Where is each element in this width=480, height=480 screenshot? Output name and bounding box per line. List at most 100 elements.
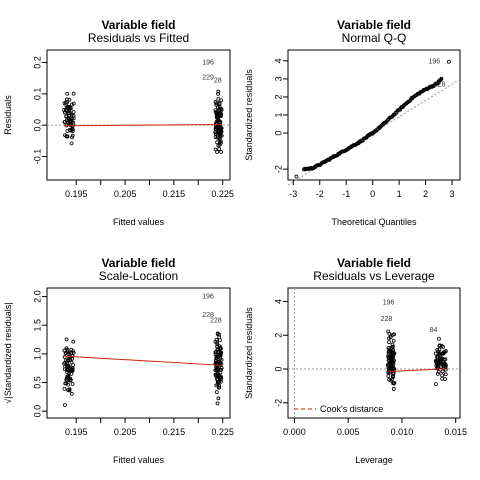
data-point (215, 331, 220, 336)
data-point (215, 347, 220, 352)
data-point (439, 76, 444, 81)
data-point (215, 114, 220, 119)
data-point (213, 108, 218, 113)
y-tick-label: 4 (273, 299, 283, 304)
y-axis: -2 0 2 4 (273, 299, 288, 407)
data-point (71, 110, 76, 114)
y-tick-label: -0.1 (32, 149, 42, 165)
data-point (443, 367, 448, 372)
data-point (442, 357, 447, 362)
x-tick-label: -3 (289, 189, 297, 199)
data-point (66, 363, 71, 368)
y-axis-label: √|Standardized residuals| (3, 302, 13, 403)
x-tick-label: 0.005 (337, 427, 360, 437)
x-tick-label: 0.225 (211, 427, 234, 437)
data-point (62, 108, 67, 112)
y-tick-label: 1.0 (32, 348, 42, 361)
data-point (218, 338, 222, 343)
data-point (219, 126, 223, 130)
data-point (219, 140, 223, 145)
smooth-line (64, 355, 222, 366)
point-label: 84 (430, 327, 438, 334)
data-point (437, 343, 442, 348)
data-point (389, 345, 394, 350)
data-point (218, 113, 223, 118)
data-point (438, 359, 443, 364)
y-tick-label: 2.0 (32, 290, 42, 303)
x-axis-label: Leverage (355, 455, 393, 465)
smooth-line (64, 124, 222, 127)
y-tick-label: 2 (273, 94, 283, 99)
panel-title: Variable field (101, 256, 175, 270)
data-point (387, 349, 392, 354)
data-point (64, 97, 69, 102)
data-point (213, 100, 218, 104)
data-point (438, 354, 442, 359)
point-label: 228 (434, 81, 446, 88)
data-point (398, 107, 402, 112)
panel-subtitle: Residuals vs Leverage (313, 269, 435, 283)
data-point (68, 123, 73, 128)
data-point (63, 351, 68, 356)
panel-title: Variable field (101, 18, 175, 32)
data-point (386, 374, 391, 378)
point-label: 196 (383, 299, 395, 306)
y-axis-label: Residuals (3, 95, 13, 135)
data-point (64, 107, 68, 112)
data-point (69, 141, 74, 146)
data-point (62, 355, 67, 359)
x-tick-label: 0.205 (114, 427, 137, 437)
data-point (214, 383, 219, 388)
data-point (218, 139, 223, 143)
points (62, 89, 224, 154)
point-label: 229 (202, 75, 214, 82)
data-point (68, 106, 73, 111)
data-point (441, 350, 446, 355)
point-label: 196 (202, 60, 214, 67)
data-point (216, 385, 221, 390)
points (386, 329, 448, 391)
y-tick-label: 0.0 (32, 405, 42, 418)
plot-frame (46, 287, 231, 419)
data-point (218, 133, 222, 138)
x-axis: -3 -2 -1 0 1 2 3 (289, 180, 455, 199)
data-point (214, 390, 219, 395)
data-point (433, 382, 438, 387)
data-point (436, 370, 441, 374)
data-point (386, 370, 391, 375)
data-point (71, 350, 76, 355)
data-point (390, 342, 395, 347)
data-point (217, 108, 221, 112)
data-point (213, 147, 218, 152)
data-point (69, 347, 74, 352)
y-axis: -2 0 1 2 3 4 (273, 58, 288, 173)
y-axis-label: Standardized residuals (244, 307, 254, 399)
data-point (215, 401, 220, 406)
x-tick-label: 0.225 (211, 189, 234, 199)
data-point (214, 119, 219, 124)
data-point (71, 91, 76, 96)
data-point (215, 140, 220, 145)
y-tick-label: 2 (273, 333, 283, 338)
data-point (213, 135, 218, 139)
panel-title: Variable field (337, 18, 411, 32)
data-point (215, 368, 219, 373)
y-tick-label: 1 (273, 112, 283, 117)
data-point (219, 366, 224, 370)
point-label: 196 (428, 59, 440, 66)
y-tick-label: 0.2 (32, 56, 42, 69)
data-point (64, 337, 69, 342)
points (294, 59, 451, 179)
data-point (70, 366, 75, 371)
data-point (391, 366, 396, 371)
data-point (66, 114, 71, 118)
data-point (67, 97, 72, 102)
x-tick-label: -2 (316, 189, 324, 199)
data-point (446, 59, 451, 64)
data-point (389, 351, 394, 356)
data-point (436, 363, 441, 368)
data-point (64, 134, 69, 139)
data-point (443, 377, 447, 381)
